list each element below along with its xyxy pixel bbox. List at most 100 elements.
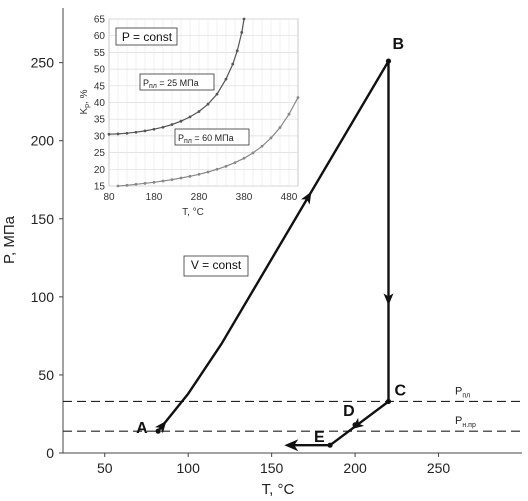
reference-line-label: Pн.пр [455, 415, 476, 429]
inset-series [107, 17, 300, 188]
inset-ylabel-sub: р [84, 104, 91, 108]
reference-line-label-sub: н.пр [462, 422, 476, 429]
inset-grid [109, 18, 298, 187]
x-tick-label: 50 [97, 460, 113, 476]
inset-series-point-1 [197, 110, 201, 113]
inset-title: P = const [122, 30, 173, 44]
point-label-c: C [394, 382, 406, 399]
arrow-a-b-mid [300, 191, 312, 205]
legend-25-main: P [143, 78, 149, 88]
point-label-a: A [136, 420, 148, 437]
inset-y-tick-label: 30 [94, 131, 106, 142]
inset-series-point-2 [269, 136, 273, 140]
inset-series-point-1 [240, 30, 244, 34]
y-tick-label: 200 [31, 133, 55, 149]
point-c [385, 398, 392, 405]
inset-y-tick-label: 65 [94, 15, 106, 26]
inset-x-tick-label: 480 [281, 192, 298, 203]
reference-lines: Pпл Pн.пр [63, 385, 522, 432]
reference-line-label-main: P [455, 415, 462, 427]
point-b [385, 58, 392, 64]
point-label-e: E [314, 429, 325, 446]
arrow-a-b-start [154, 420, 167, 434]
inset-y-tick-label: 55 [94, 48, 106, 59]
inset-y-tick-label: 40 [94, 98, 106, 109]
inset-series-point-1 [125, 131, 129, 135]
y-tick-label: 100 [31, 289, 55, 305]
inset-series-point-2 [278, 126, 282, 129]
inset-x-tick-label: 180 [146, 192, 163, 203]
x-tick-label: 250 [427, 460, 451, 476]
inset-y-tick-label: 15 [94, 182, 106, 193]
point-d [352, 422, 358, 428]
arrow-end [284, 439, 299, 452]
inset-series-point-1 [215, 92, 219, 96]
v-const-box [183, 255, 249, 277]
inset-series-point-2 [206, 170, 210, 174]
inset-series-point-2 [179, 176, 183, 180]
annotation-v-const: V = const [191, 258, 242, 272]
legend-box-25 [139, 73, 215, 91]
inset-series-point-1 [224, 77, 228, 81]
x-axis-title: T, °C [262, 481, 295, 498]
inset-series-point-2 [170, 178, 174, 182]
inset-series-point-2 [215, 167, 219, 171]
inset-series-point-2 [116, 184, 120, 188]
inset-y-tick-label: 50 [94, 65, 106, 76]
inset-y-tick-label: 60 [94, 31, 106, 42]
inset-series-point-1 [161, 125, 165, 129]
inset-y-tick-label: 35 [94, 115, 106, 126]
inset-series-point-2 [134, 182, 138, 186]
inset-series-point-1 [134, 130, 138, 134]
y-tick-label: 50 [38, 367, 54, 383]
inset-series-point-2 [233, 161, 237, 165]
inset-series-point-2 [296, 96, 300, 99]
x-tick-labels: 50 100 150 200 250 [97, 453, 450, 476]
inset-series-point-2 [152, 180, 156, 184]
inset-series-point-2 [197, 172, 201, 176]
inset-series-point-2 [287, 112, 291, 116]
inset-y-tick-label: 25 [94, 148, 106, 159]
inset-series-point-1 [107, 132, 111, 136]
inset-y-axis-title: Kр, % [79, 89, 91, 114]
legend-25-sub: пл [149, 83, 157, 90]
process-points: A B C D E [136, 36, 406, 448]
inset-chart: 80 180 280 380 480 15 20 25 30 35 40 45 50 55 60 65 T,… [79, 15, 300, 218]
y-tick-label: 250 [31, 55, 55, 71]
inset-series-point-2 [188, 174, 192, 178]
inset-x-axis-title: T, °C [182, 207, 204, 218]
inset-x-tick-label: 380 [236, 192, 253, 203]
inset-series-point-1 [152, 127, 156, 131]
inset-series-point-2 [242, 156, 246, 160]
inset-y-tick-label: 45 [94, 81, 106, 92]
inset-x-tick-label: 80 [103, 192, 115, 203]
legend-label-25: Pпл = 25 МПа [143, 78, 199, 90]
legend-25-value: = 25 МПа [157, 78, 199, 88]
inset-title-box [115, 27, 178, 46]
inset-y-tick-label: 20 [94, 165, 106, 176]
arrow-b-c [383, 293, 394, 306]
inset-series-point-2 [224, 164, 228, 168]
inset-series-point-2 [161, 179, 165, 183]
legend-60-sub: пл [184, 138, 192, 145]
inset-series-line-1 [108, 18, 245, 135]
x-tick-label: 200 [343, 460, 367, 476]
inset-series-point-2 [251, 151, 255, 155]
inset-series-point-2 [125, 183, 129, 187]
inset-ylabel-main: K [79, 108, 90, 115]
x-tick-label: 150 [260, 460, 284, 476]
point-label-d: D [343, 403, 355, 420]
legend-box-60 [174, 128, 250, 146]
y-axis-title: P, МПа [1, 215, 18, 264]
inset-series-point-1 [179, 119, 183, 123]
legend-60-main: P [178, 133, 184, 143]
legend-label-60: Pпл = 60 МПа [178, 133, 234, 145]
y-tick-label: 0 [46, 445, 54, 461]
inset-series-point-1 [231, 62, 235, 66]
reference-line-label-sub: пл [462, 392, 470, 399]
inset-series-point-1 [206, 102, 210, 106]
y-tick-labels: 0 50 100 150 200 250 [31, 55, 63, 461]
inset-series-point-1 [188, 115, 192, 119]
inset-series-point-1 [143, 129, 147, 133]
